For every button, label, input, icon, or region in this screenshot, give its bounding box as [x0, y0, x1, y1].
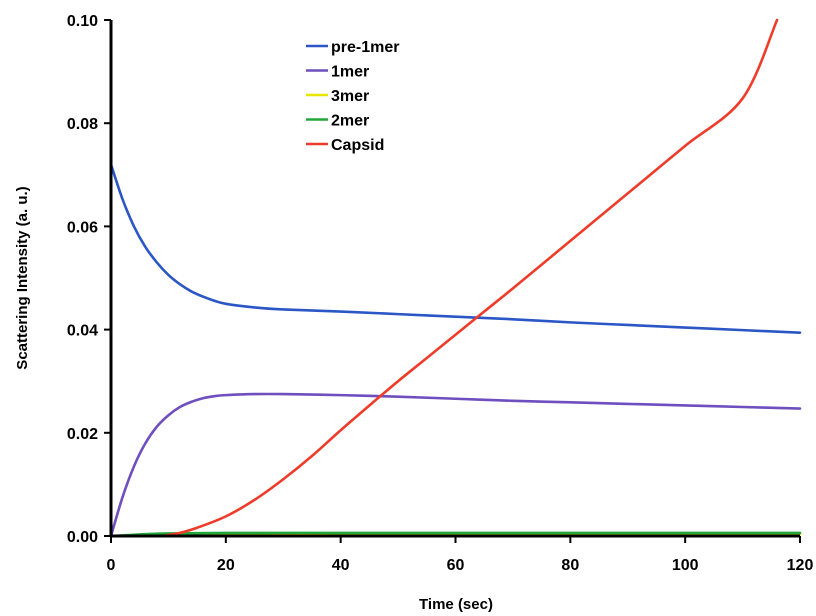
ticks-layer: 0.00 0.02 0.04 0.06 0.08 0.10 0 20 40 60 80 100 120	[67, 13, 814, 574]
x-tick-label: 100	[672, 557, 699, 574]
series-line-1mer	[109, 392, 802, 538]
x-tick-label: 40	[332, 557, 350, 574]
legend-label: pre-1mer	[331, 39, 399, 56]
legend-item-pre-1mer: pre-1mer	[306, 39, 399, 56]
y-axis-title: Scattering Intensity (a. u.)	[14, 186, 31, 369]
x-tick-label: 20	[217, 557, 235, 574]
x-tick-label: 60	[447, 557, 465, 574]
legend-label: 3mer	[331, 88, 369, 105]
series-line-capsid	[109, 18, 779, 538]
axes-layer	[109, 20, 800, 538]
x-axis-title: Time (sec)	[419, 596, 493, 613]
y-tick-label: 0.08	[67, 116, 98, 133]
legend-item-3mer: 3mer	[306, 88, 369, 105]
legend-item-capsid: Capsid	[306, 137, 384, 154]
legend-item-1mer: 1mer	[306, 64, 369, 81]
legend-label: 1mer	[331, 64, 369, 81]
series-layer	[109, 18, 802, 538]
x-tick-label: 0	[107, 557, 116, 574]
legend: pre-1mer 1mer 3mer 2mer Capsid	[306, 39, 399, 154]
x-tick-label: 80	[561, 557, 579, 574]
y-tick-label: 0.00	[67, 529, 98, 546]
legend-item-2mer: 2mer	[306, 113, 369, 130]
y-tick-label: 0.02	[67, 426, 98, 443]
y-tick-label: 0.06	[67, 219, 98, 236]
series-line-2mer	[109, 531, 802, 538]
y-tick-label: 0.10	[67, 13, 98, 30]
y-tick-label: 0.04	[67, 323, 98, 340]
series-line-pre-1mer	[109, 163, 802, 334]
legend-label: Capsid	[331, 137, 384, 154]
x-tick-label: 120	[787, 557, 814, 574]
legend-label: 2mer	[331, 113, 369, 130]
